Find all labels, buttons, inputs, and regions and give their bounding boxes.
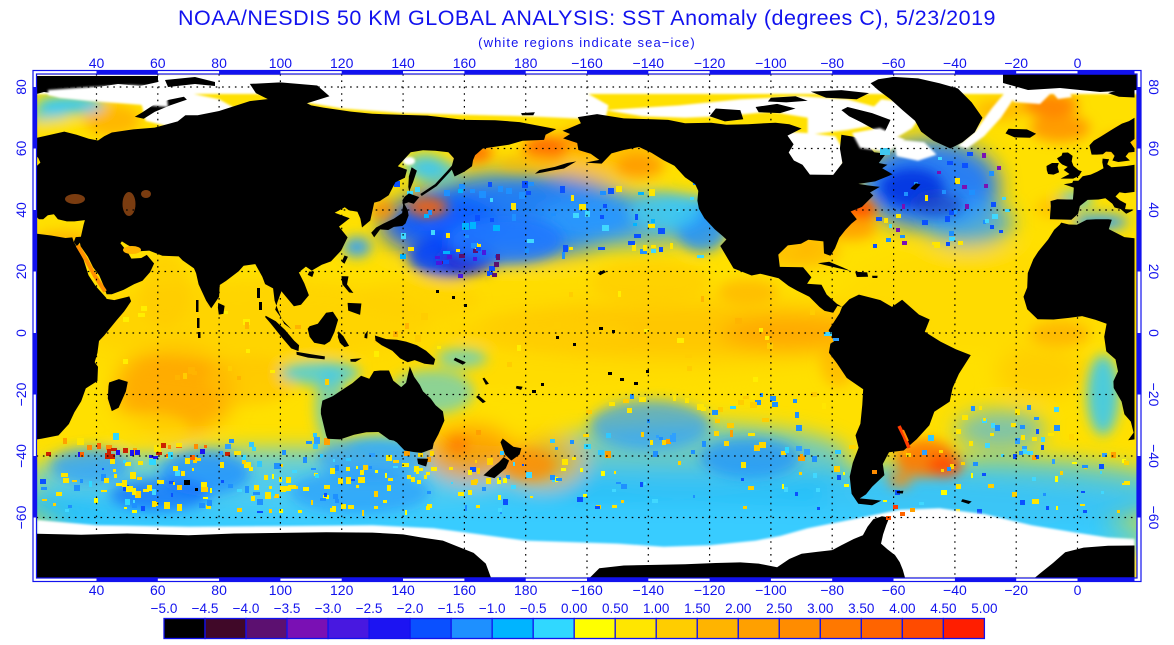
svg-text:60: 60: [150, 582, 166, 598]
svg-text:−80: −80: [820, 55, 844, 71]
svg-text:40: 40: [1146, 202, 1162, 218]
svg-text:140: 140: [391, 582, 415, 598]
svg-text:4.00: 4.00: [889, 601, 915, 616]
svg-text:40: 40: [13, 202, 29, 218]
svg-text:−60: −60: [13, 505, 29, 529]
svg-text:20: 20: [13, 264, 29, 280]
svg-text:−140: −140: [633, 582, 665, 598]
svg-text:180: 180: [514, 582, 538, 598]
svg-text:3.50: 3.50: [848, 601, 874, 616]
svg-text:NOAA/NESDIS 50 KM GLOBAL ANALY: NOAA/NESDIS 50 KM GLOBAL ANALYSIS: SST A…: [178, 6, 996, 30]
svg-text:40: 40: [89, 582, 105, 598]
svg-text:(white regions indicate sea−ic: (white regions indicate sea−ice): [478, 35, 696, 50]
svg-text:80: 80: [211, 55, 227, 71]
svg-text:−40: −40: [1146, 444, 1162, 468]
svg-text:0: 0: [1146, 329, 1162, 337]
svg-text:−4.0: −4.0: [233, 601, 260, 616]
svg-text:100: 100: [269, 582, 293, 598]
svg-text:−40: −40: [943, 582, 967, 598]
svg-text:−3.0: −3.0: [315, 601, 342, 616]
svg-text:0.00: 0.00: [561, 601, 587, 616]
svg-text:20: 20: [1146, 264, 1162, 280]
svg-text:−2.0: −2.0: [397, 601, 424, 616]
svg-text:120: 120: [330, 55, 354, 71]
svg-text:80: 80: [1146, 79, 1162, 95]
svg-text:100: 100: [269, 55, 293, 71]
svg-text:160: 160: [453, 582, 477, 598]
svg-text:0.50: 0.50: [602, 601, 628, 616]
svg-text:−120: −120: [694, 55, 726, 71]
svg-text:60: 60: [1146, 141, 1162, 157]
svg-text:−20: −20: [1146, 383, 1162, 407]
svg-text:−60: −60: [1146, 506, 1162, 530]
svg-text:120: 120: [330, 582, 354, 598]
svg-text:−1.0: −1.0: [479, 601, 506, 616]
svg-text:−140: −140: [633, 55, 665, 71]
svg-text:60: 60: [150, 55, 166, 71]
svg-text:−160: −160: [571, 582, 603, 598]
svg-text:80: 80: [211, 582, 227, 598]
svg-text:−5.0: −5.0: [151, 601, 178, 616]
svg-text:−80: −80: [820, 582, 844, 598]
svg-text:−20: −20: [1004, 55, 1028, 71]
svg-text:−40: −40: [943, 55, 967, 71]
svg-text:−100: −100: [755, 582, 787, 598]
svg-text:80: 80: [13, 79, 29, 95]
svg-text:−100: −100: [755, 55, 787, 71]
svg-text:1.50: 1.50: [684, 601, 710, 616]
svg-text:5.00: 5.00: [971, 601, 997, 616]
svg-text:2.00: 2.00: [725, 601, 751, 616]
svg-text:1.00: 1.00: [643, 601, 669, 616]
svg-text:−60: −60: [882, 582, 906, 598]
svg-text:160: 160: [453, 55, 477, 71]
svg-text:0: 0: [1074, 582, 1082, 598]
svg-text:0: 0: [13, 329, 29, 337]
svg-text:−160: −160: [571, 55, 603, 71]
svg-text:−120: −120: [694, 582, 726, 598]
svg-text:−20: −20: [1004, 582, 1028, 598]
svg-text:−2.5: −2.5: [356, 601, 383, 616]
svg-text:−40: −40: [13, 444, 29, 468]
svg-text:−4.5: −4.5: [192, 601, 219, 616]
svg-text:40: 40: [89, 55, 105, 71]
svg-text:140: 140: [391, 55, 415, 71]
svg-text:−60: −60: [882, 55, 906, 71]
svg-text:180: 180: [514, 55, 538, 71]
svg-text:4.50: 4.50: [930, 601, 956, 616]
svg-text:60: 60: [13, 141, 29, 157]
svg-text:3.00: 3.00: [807, 601, 833, 616]
svg-text:2.50: 2.50: [766, 601, 792, 616]
svg-text:−1.5: −1.5: [438, 601, 465, 616]
svg-text:−20: −20: [13, 382, 29, 406]
svg-text:−3.5: −3.5: [274, 601, 301, 616]
svg-text:0: 0: [1074, 55, 1082, 71]
svg-text:−0.5: −0.5: [520, 601, 547, 616]
